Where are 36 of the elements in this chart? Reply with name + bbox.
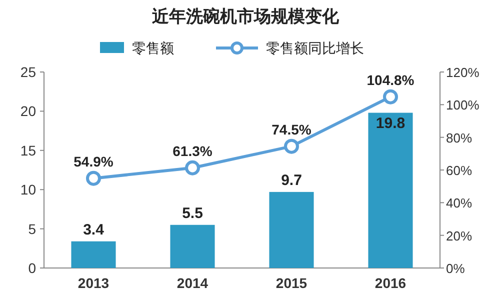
- y-tick-label: 10: [20, 182, 36, 198]
- x-tick-label: 2016: [374, 275, 406, 291]
- data-label: 19.8: [376, 114, 406, 132]
- data-label: 74.5%: [272, 121, 312, 138]
- data-label: 104.8%: [366, 72, 415, 88]
- y-tick-label: 5: [28, 220, 36, 237]
- y2-tick-label: 60%: [446, 163, 472, 178]
- y2-tick-label: 0%: [446, 261, 466, 276]
- legend-label: 零售额: [132, 40, 174, 56]
- y2-tick-label: 40%: [446, 196, 472, 211]
- bar: [269, 192, 314, 268]
- y2-tick-label: 120%: [446, 65, 480, 80]
- bar: [71, 241, 116, 268]
- y2-tick-label: 100%: [446, 98, 480, 113]
- data-label: 54.9%: [74, 153, 114, 170]
- chart-title: 近年洗碗机市场规模变化: [151, 7, 340, 26]
- bar: [170, 224, 215, 268]
- data-label: 9.7: [281, 172, 302, 189]
- bar: [368, 112, 413, 268]
- legend-label: 零售额同比增长: [266, 40, 364, 56]
- y-tick-label: 15: [20, 142, 36, 158]
- x-tick-label: 2015: [276, 275, 308, 291]
- y2-tick-label: 80%: [446, 130, 472, 146]
- x-tick-label: 2013: [78, 275, 110, 291]
- point: [383, 89, 398, 104]
- y-tick-label: 25: [20, 64, 36, 80]
- x-tick-label: 2014: [176, 275, 208, 291]
- y-tick-label: 20: [20, 103, 36, 120]
- y2-tick-label: 20%: [446, 228, 472, 244]
- point: [185, 160, 200, 176]
- data-label: 61.3%: [172, 142, 213, 159]
- data-label: 5.5: [182, 204, 203, 222]
- point: [284, 138, 299, 154]
- point: [86, 170, 101, 186]
- data-label: 3.4: [83, 221, 105, 238]
- y-tick-label: 0: [28, 260, 36, 276]
